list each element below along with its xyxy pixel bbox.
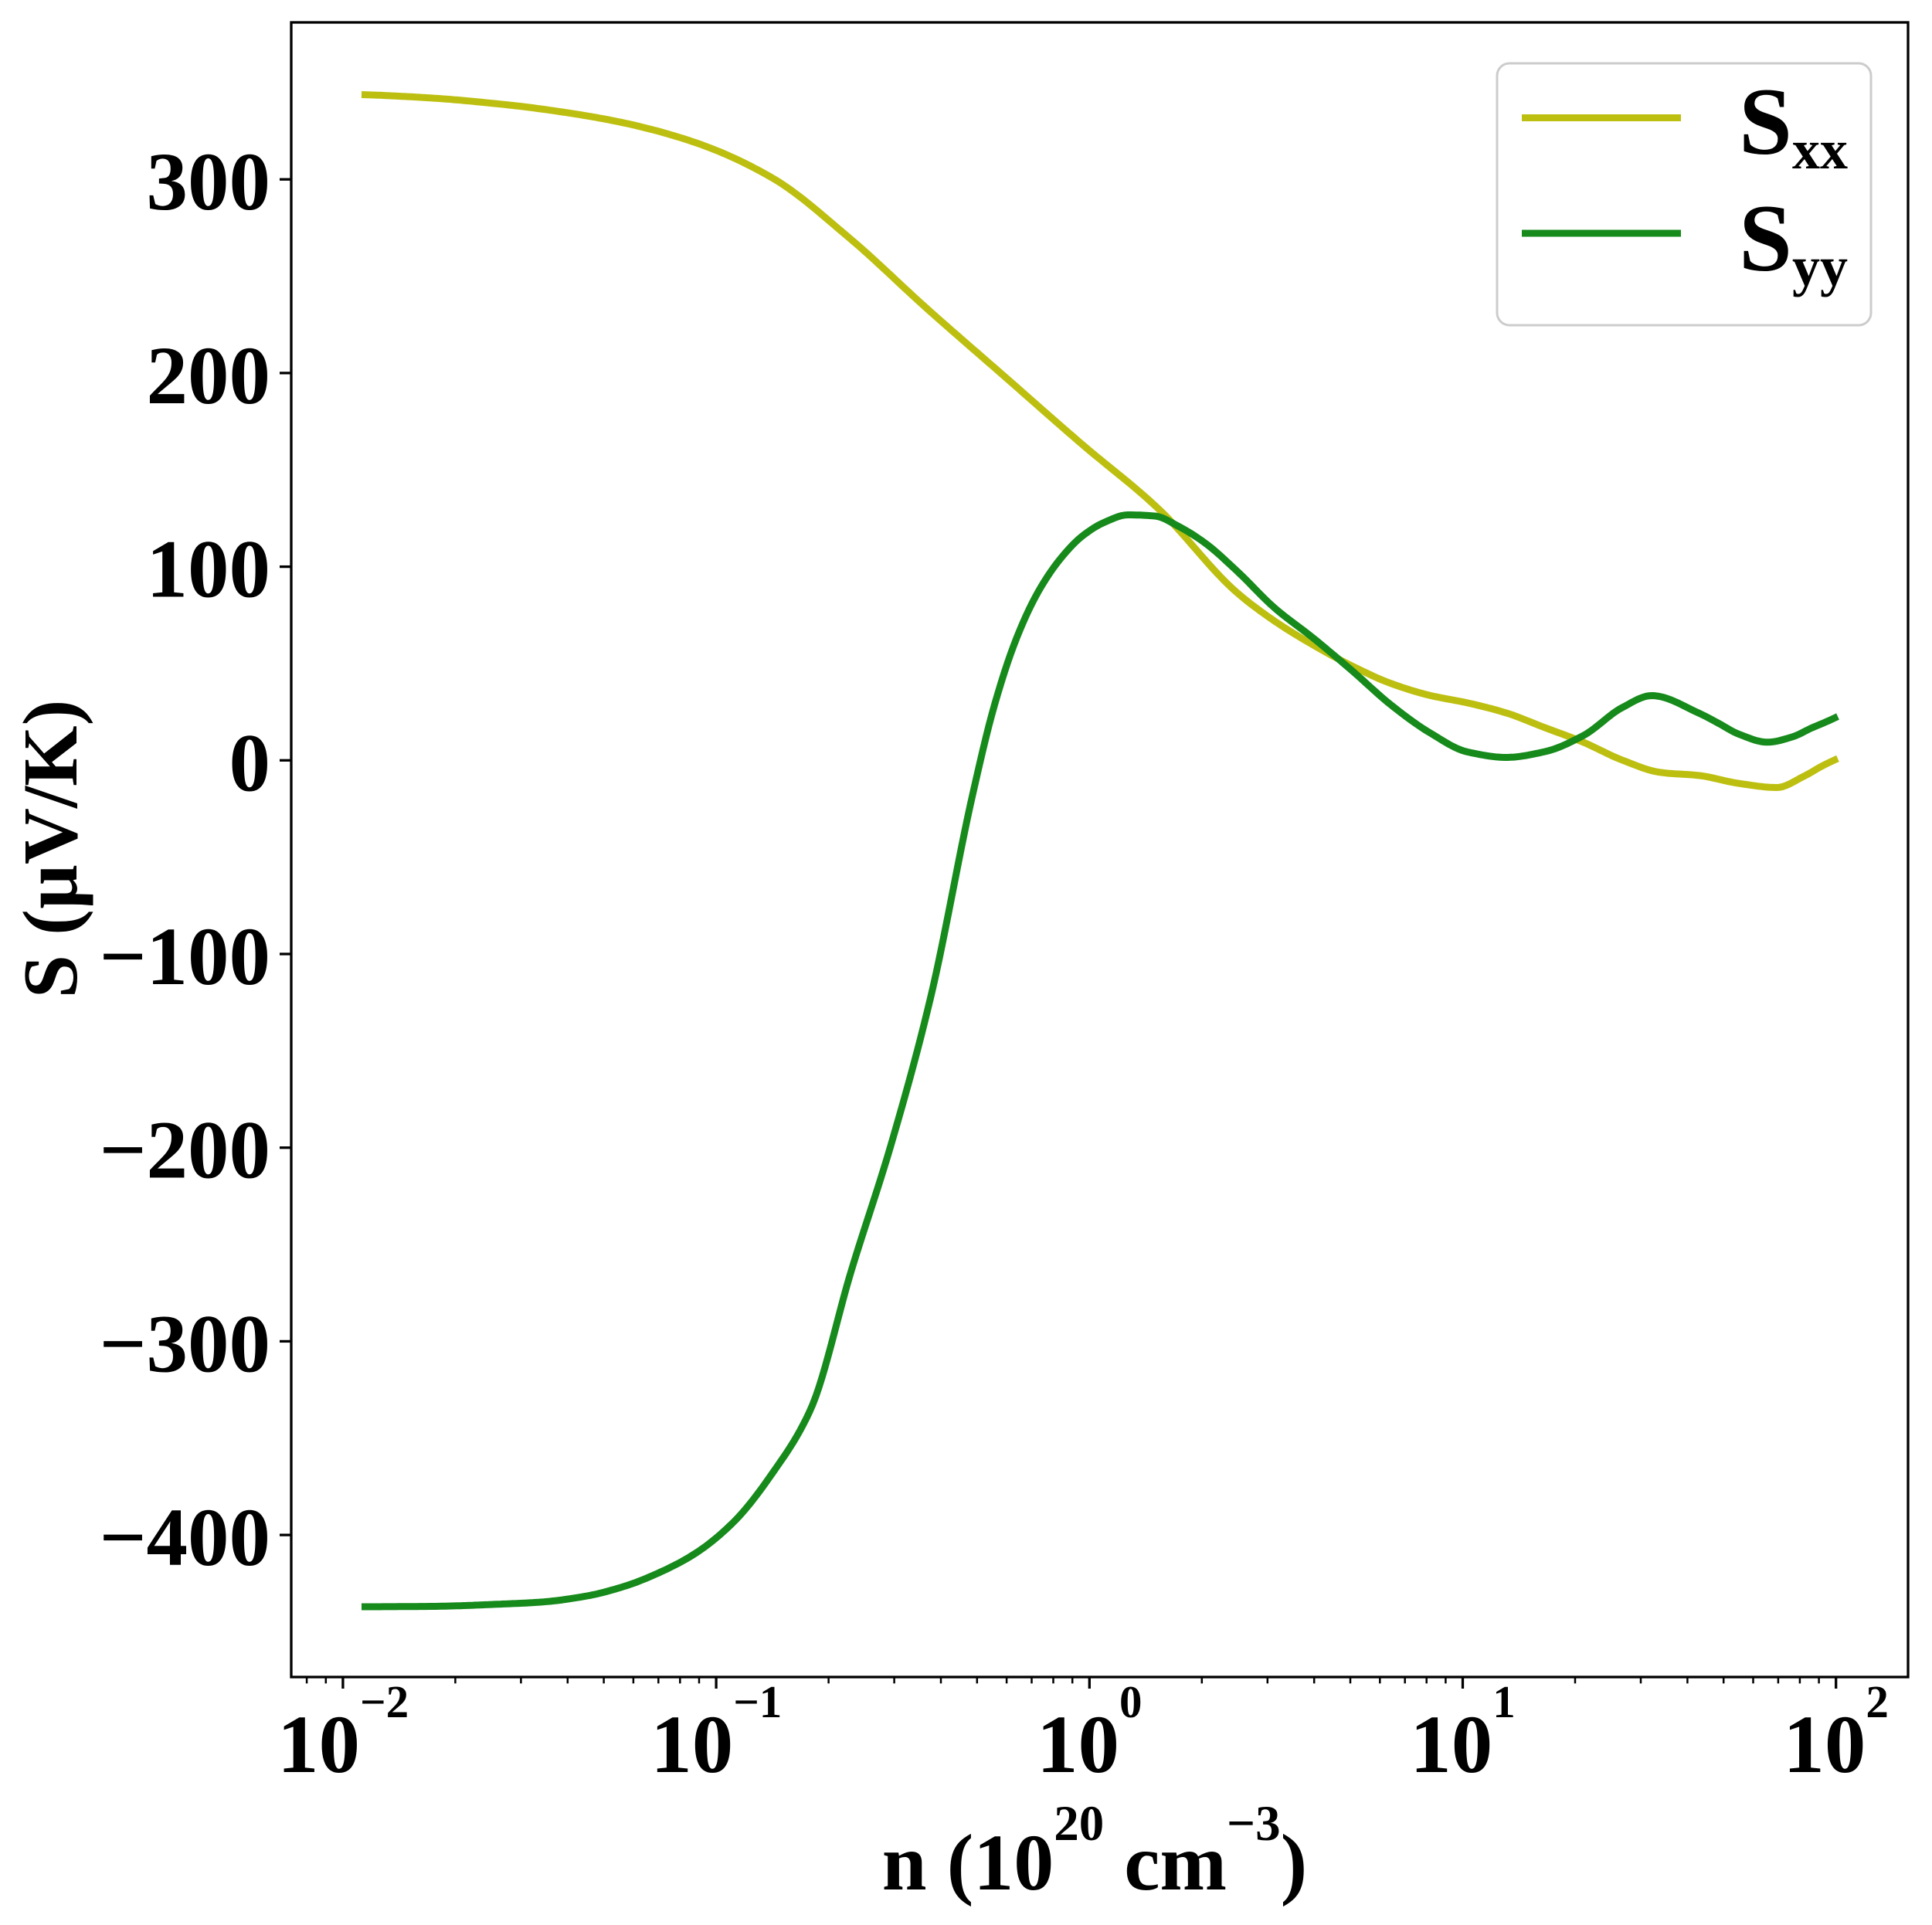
- svg-text:0: 0: [229, 718, 271, 809]
- svg-text:−300: −300: [100, 1299, 270, 1390]
- svg-text:−400: −400: [100, 1492, 270, 1584]
- svg-text:100: 100: [147, 525, 271, 616]
- svg-text:−100: −100: [100, 912, 270, 1003]
- svg-text:−200: −200: [100, 1105, 270, 1197]
- svg-text:200: 200: [147, 331, 271, 422]
- svg-text:300: 300: [147, 137, 271, 228]
- svg-text:S (µV/K): S (µV/K): [7, 700, 93, 998]
